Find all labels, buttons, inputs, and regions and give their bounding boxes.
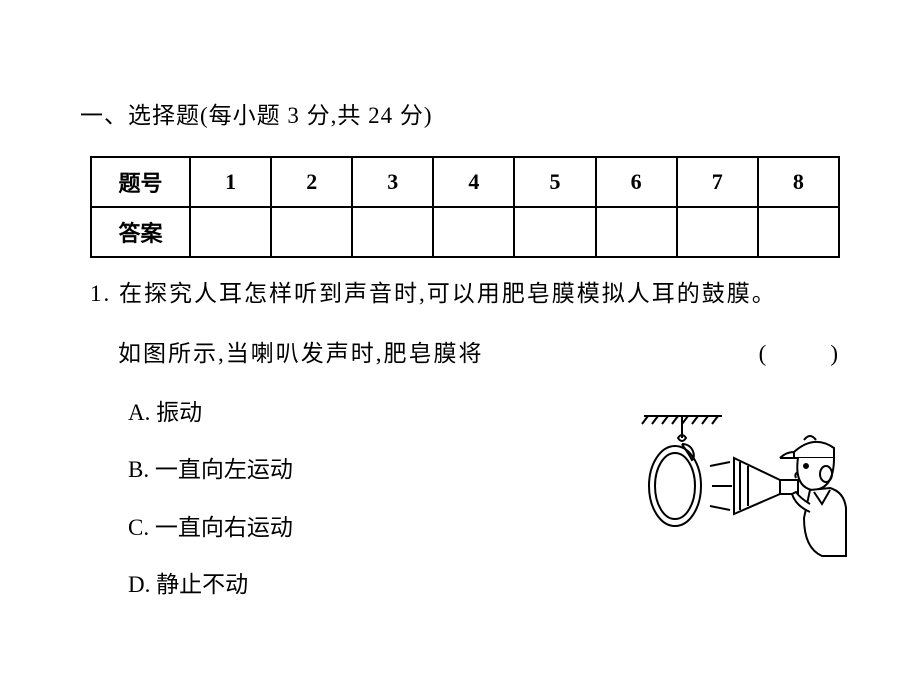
- section-note: (每小题 3 分,共 24 分): [200, 103, 433, 128]
- ans-cell: [758, 207, 839, 257]
- question-figure: [634, 408, 852, 560]
- question-text-line: 如图所示,当喇叭发声时,肥皂膜将 ( ): [90, 324, 840, 384]
- ans-cell: [677, 207, 758, 257]
- answer-blank: ( ): [759, 324, 840, 384]
- col-num: 4: [433, 157, 514, 207]
- ans-cell: [514, 207, 595, 257]
- question-line1: 在探究人耳怎样听到声音时,可以用肥皂膜模拟人耳的鼓膜。: [119, 281, 777, 306]
- row-header-number: 题号: [91, 157, 190, 207]
- row-header-answer: 答案: [91, 207, 190, 257]
- section-header: 一、选择题(每小题 3 分,共 24 分): [80, 96, 840, 130]
- ans-cell: [433, 207, 514, 257]
- answer-table: 题号 1 2 3 4 5 6 7 8 答案: [90, 156, 840, 258]
- ans-cell: [190, 207, 271, 257]
- col-num: 7: [677, 157, 758, 207]
- question-text-line: 1. 在探究人耳怎样听到声音时,可以用肥皂膜模拟人耳的鼓膜。: [90, 264, 840, 324]
- col-num: 2: [271, 157, 352, 207]
- col-num: 6: [596, 157, 677, 207]
- option-d: D. 静止不动: [128, 556, 840, 614]
- ans-cell: [352, 207, 433, 257]
- ans-cell: [596, 207, 677, 257]
- col-num: 5: [514, 157, 595, 207]
- question-number: 1.: [90, 281, 111, 306]
- ans-cell: [271, 207, 352, 257]
- question-line2: 如图所示,当喇叭发声时,肥皂膜将: [118, 324, 484, 384]
- col-num: 3: [352, 157, 433, 207]
- col-num: 8: [758, 157, 839, 207]
- table-row: 答案: [91, 207, 839, 257]
- section-label: 一、选择题: [80, 103, 200, 128]
- table-row: 题号 1 2 3 4 5 6 7 8: [91, 157, 839, 207]
- col-num: 1: [190, 157, 271, 207]
